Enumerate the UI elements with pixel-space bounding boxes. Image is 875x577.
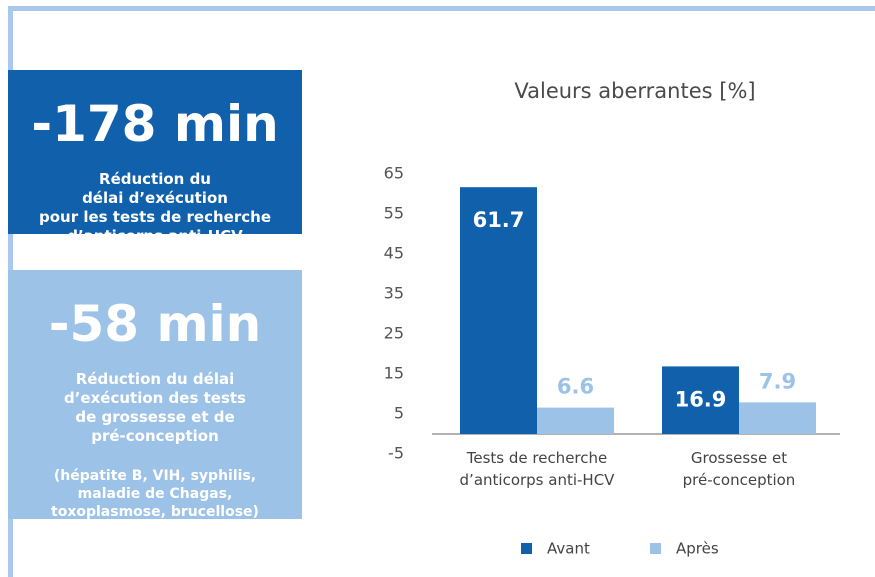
stat-value: -58 min — [48, 295, 262, 353]
bar — [739, 402, 816, 434]
data-label: 61.7 — [473, 208, 525, 232]
stat-description: Réduction du délai d’exécution pour les … — [39, 170, 271, 245]
y-tick-label: 5 — [394, 404, 404, 423]
y-tick-label: -5 — [388, 444, 404, 463]
data-label: 6.6 — [557, 375, 594, 399]
legend-swatch — [521, 543, 532, 554]
stat-value: -178 min — [31, 95, 279, 153]
x-tick-label: Tests de recherche d’anticorps anti-HCV — [460, 449, 616, 489]
data-label: 7.9 — [759, 369, 796, 393]
stat-panel: -178 min Réduction du délai d’exécution … — [8, 70, 302, 245]
y-tick-label: 15 — [384, 364, 404, 383]
y-tick-label: 25 — [384, 324, 404, 343]
y-tick-label: 45 — [384, 244, 404, 263]
y-tick-label: 35 — [384, 284, 404, 303]
bar — [460, 187, 537, 434]
legend-label: Après — [676, 540, 719, 558]
bar — [537, 407, 614, 434]
stat-description: Réduction du délai d’exécution des tests… — [64, 370, 246, 445]
stat-note: (hépatite B, VIH, syphilis, maladie de C… — [51, 468, 259, 520]
legend-swatch — [650, 543, 661, 554]
y-tick-label: 55 — [384, 204, 404, 223]
bar — [662, 366, 739, 434]
stat-panel: -58 min Réduction du délai d’exécution d… — [8, 270, 302, 520]
chart-title: Valeurs aberrantes [%] — [514, 79, 755, 103]
x-tick-label: Grossesse et pré-conception — [683, 449, 796, 489]
data-label: 16.9 — [675, 387, 727, 411]
frame — [8, 6, 875, 11]
y-tick-label: 65 — [384, 164, 404, 183]
legend-label: Avant — [547, 540, 590, 558]
